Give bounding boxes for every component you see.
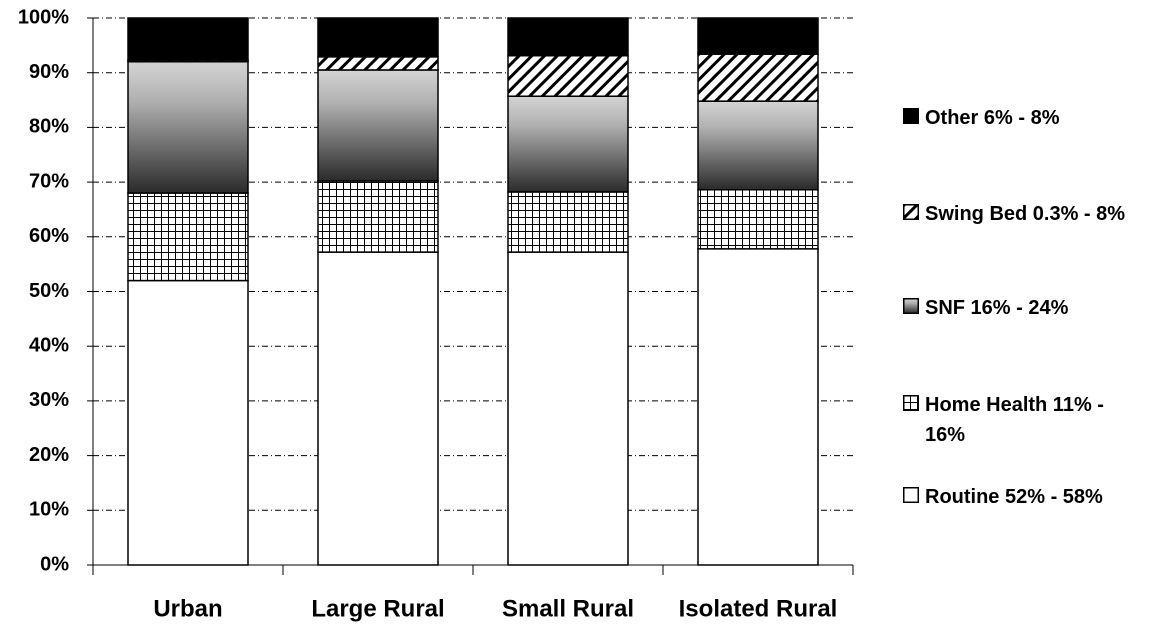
legend-swatch (903, 395, 919, 411)
bar-segment (317, 56, 439, 71)
bar-segment (127, 192, 249, 282)
bar-segment (317, 69, 439, 182)
y-tick-label: 10% (29, 499, 69, 521)
legend-item: Other 6% - 8% (903, 103, 1140, 133)
x-tick-label: Isolated Rural (679, 595, 838, 622)
y-tick-label: 60% (29, 225, 69, 247)
legend-label: Swing Bed 0.3% - 8% (925, 203, 1126, 225)
legend-swatch (903, 487, 919, 503)
y-tick-label: 20% (29, 444, 69, 466)
y-tick-label: 50% (29, 280, 69, 302)
bar-segment (507, 191, 629, 253)
bar-segment (317, 251, 439, 566)
bar-segment (317, 17, 439, 58)
legend-swatch-box (903, 395, 919, 411)
legend-swatch (903, 108, 919, 124)
y-tick-label: 40% (29, 334, 69, 356)
legend-item: Swing Bed 0.3% - 8% (903, 199, 1140, 229)
y-tick-label: 90% (29, 61, 69, 83)
bar-segment (697, 189, 819, 250)
y-tick-label: 0% (40, 553, 69, 575)
legend-label: SNF 16% - 24% (925, 297, 1069, 319)
legend-swatch (903, 204, 919, 220)
y-tick-label: 100% (18, 6, 69, 28)
bar-segment (697, 53, 819, 102)
y-tick-label: 70% (29, 170, 69, 192)
bar-segment (507, 251, 629, 566)
bar-segment (317, 180, 439, 253)
legend-label: Other 6% - 8% (925, 107, 1060, 129)
bar-segment (507, 95, 629, 193)
legend-item: Routine 52% - 58% (903, 482, 1140, 512)
bar-segment (697, 100, 819, 191)
legend-item: Home Health 11% - 16% (903, 390, 1140, 450)
x-tick-label: Large Rural (311, 595, 444, 622)
legend-swatch-box (903, 298, 919, 314)
bar-segment (507, 54, 629, 97)
y-tick-label: 80% (29, 116, 69, 138)
bar-segment (697, 248, 819, 566)
legend-swatch (903, 298, 919, 314)
x-tick-label: Small Rural (502, 595, 634, 622)
bar-segment (507, 17, 629, 57)
chart: 0% 10% 20% 30% 40% 50% 60% 70% 80% 90% 100% Urban La… (18, 6, 854, 622)
bar-segment (127, 61, 249, 194)
legend-swatch-box (903, 108, 919, 124)
bar-segment (697, 17, 819, 55)
bar-segment (127, 279, 249, 566)
x-tick-label: Urban (153, 595, 222, 622)
legend-swatch-box (903, 487, 919, 503)
legend-label: Home Health 11% - 16% (925, 394, 1104, 446)
legend-item: SNF 16% - 24% (903, 293, 1140, 323)
legend-label: Routine 52% - 58% (925, 486, 1103, 508)
bar-segment (127, 17, 249, 61)
legend-swatch-box (903, 204, 919, 220)
y-tick-label: 30% (29, 389, 69, 411)
